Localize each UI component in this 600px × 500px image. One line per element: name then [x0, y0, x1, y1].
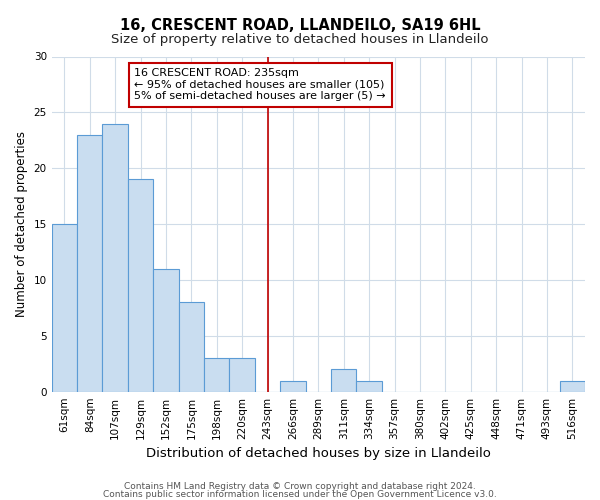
Text: 16 CRESCENT ROAD: 235sqm
← 95% of detached houses are smaller (105)
5% of semi-d: 16 CRESCENT ROAD: 235sqm ← 95% of detach…	[134, 68, 386, 102]
Bar	[331, 370, 356, 392]
Bar	[153, 269, 179, 392]
Bar	[52, 224, 77, 392]
Bar	[560, 380, 585, 392]
Y-axis label: Number of detached properties: Number of detached properties	[15, 131, 28, 317]
Text: Size of property relative to detached houses in Llandeilo: Size of property relative to detached ho…	[111, 32, 489, 46]
Bar	[128, 180, 153, 392]
X-axis label: Distribution of detached houses by size in Llandeilo: Distribution of detached houses by size …	[146, 447, 491, 460]
Text: Contains HM Land Registry data © Crown copyright and database right 2024.: Contains HM Land Registry data © Crown c…	[124, 482, 476, 491]
Bar	[77, 134, 103, 392]
Bar	[356, 380, 382, 392]
Text: Contains public sector information licensed under the Open Government Licence v3: Contains public sector information licen…	[103, 490, 497, 499]
Bar	[103, 124, 128, 392]
Bar	[179, 302, 204, 392]
Bar	[280, 380, 305, 392]
Text: 16, CRESCENT ROAD, LLANDEILO, SA19 6HL: 16, CRESCENT ROAD, LLANDEILO, SA19 6HL	[119, 18, 481, 32]
Bar	[229, 358, 255, 392]
Bar	[204, 358, 229, 392]
